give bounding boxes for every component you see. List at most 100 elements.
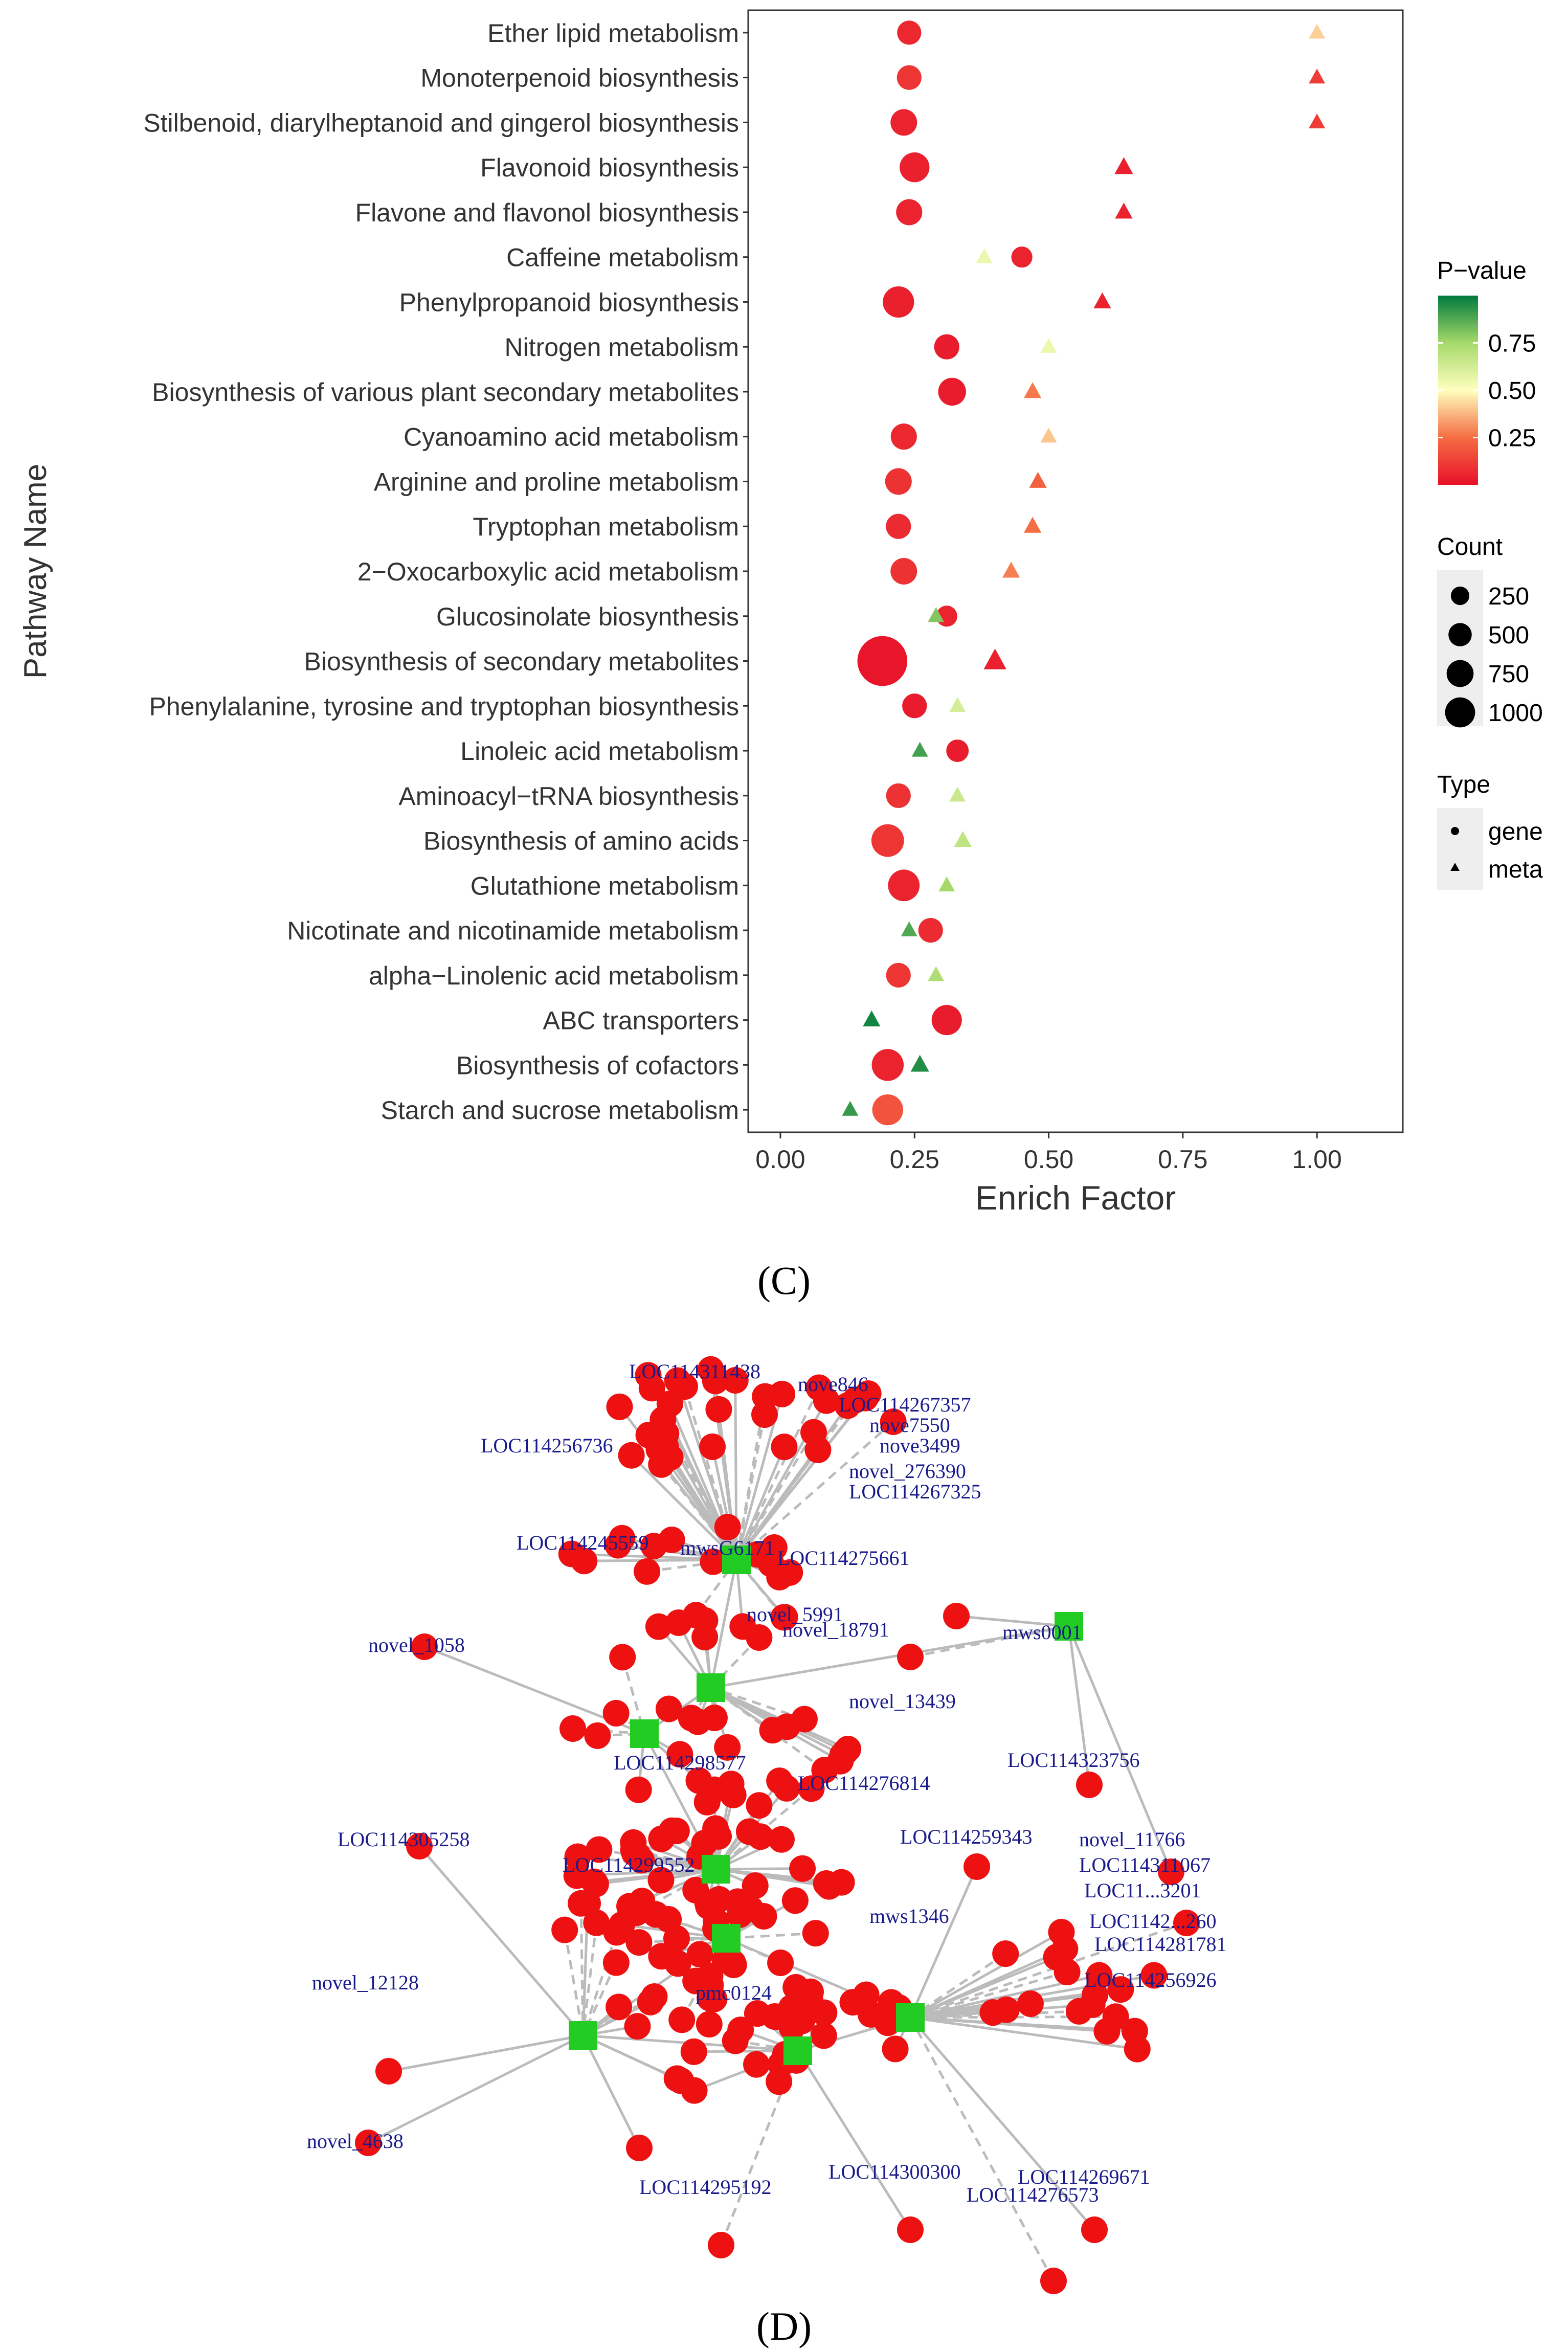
- gene-node: [718, 1771, 745, 1798]
- gene-node: [805, 1374, 833, 1401]
- network-node-label: LOC114311438: [629, 1360, 760, 1383]
- network-edge: [418, 1845, 584, 2036]
- metabolite-node: [1055, 1612, 1083, 1641]
- gene-node: [1043, 1943, 1070, 1970]
- network-node-label: novel_1058: [368, 1633, 465, 1656]
- network-edge: [910, 1956, 1057, 2019]
- network-node-label: LOC114298577: [614, 1751, 746, 1774]
- metabolite-node: [783, 2036, 812, 2065]
- network-edge: [909, 1953, 1006, 2019]
- gene-node: [722, 1367, 749, 1394]
- gene-node: [680, 2038, 707, 2065]
- gene-node: [724, 1888, 751, 1915]
- gene-node: [700, 1548, 727, 1575]
- y-axis-ticks: [743, 32, 748, 1111]
- gene-node: [620, 1836, 647, 1864]
- gene-node: [625, 1929, 653, 1956]
- x-axis-title: Enrich Factor: [975, 1179, 1176, 1217]
- network-edge: [909, 1866, 978, 2019]
- gene-node: [586, 1836, 613, 1863]
- gene-node: [559, 1715, 586, 1742]
- gene-node: [606, 1993, 633, 2021]
- gene-node: [1081, 2216, 1108, 2243]
- network-edge: [910, 2016, 1138, 2051]
- gene-point: [890, 558, 917, 585]
- network-node-label: LOC114295192: [639, 2176, 772, 2199]
- data-points: [842, 20, 1326, 1126]
- y-tick-label: Aminoacyl−tRNA biosynthesis: [398, 782, 739, 811]
- plot-panel: [747, 9, 1404, 1133]
- metabolite-node: [722, 1545, 751, 1574]
- pvalue-legend-title: P−value: [1437, 257, 1527, 284]
- gene-node: [798, 1775, 825, 1802]
- legend: P−value 0.75 0.50 0.25 Count 250 500 750 1000…: [1437, 257, 1543, 890]
- gene-node: [813, 1870, 840, 1897]
- gene-node: [655, 1695, 682, 1722]
- gene-node: [634, 1558, 661, 1585]
- network-edge: [669, 1457, 738, 1561]
- gene-node: [602, 1699, 630, 1727]
- y-tick-label: Biosynthesis of various plant secondary …: [152, 378, 739, 407]
- gene-node: [708, 2232, 734, 2258]
- y-tick-label: Arginine and proline metabolism: [374, 467, 739, 496]
- gene-point: [1011, 247, 1033, 268]
- gene-node: [551, 1916, 578, 1943]
- network-edge: [735, 1396, 767, 1560]
- network-node-label: novel_11766: [1079, 1828, 1185, 1851]
- gene-node: [665, 1609, 692, 1636]
- gene-node: [375, 2058, 402, 2085]
- network-edge: [581, 2034, 641, 2149]
- gene-node: [624, 2013, 651, 2040]
- network-labels: LOC114311438nove846LOC114267357nove7550n…: [307, 1360, 1227, 2206]
- meta-point: [1114, 157, 1133, 174]
- gene-node: [666, 1741, 693, 1768]
- network-edge: [695, 1559, 738, 1616]
- network-edge: [796, 2050, 912, 2231]
- gene-node: [1121, 2018, 1148, 2045]
- meta-point: [1023, 517, 1042, 533]
- gene-node: [979, 1999, 1006, 2026]
- type-legend-gene-label: gene: [1488, 818, 1543, 845]
- count-legend-label: 250: [1488, 583, 1529, 610]
- panel-c-label: (C): [757, 1258, 811, 1303]
- network-edge: [563, 1930, 585, 2036]
- gene-node: [705, 1823, 732, 1850]
- gene-node: [648, 1825, 675, 1852]
- network-edge: [581, 1932, 618, 2036]
- network-edge: [1067, 1626, 1091, 1785]
- gene-node: [571, 1548, 598, 1575]
- gene-node: [657, 1444, 684, 1471]
- y-axis-labels: Ether lipid metabolism Monoterpenoid bios…: [143, 19, 739, 1125]
- count-legend-label: 750: [1488, 661, 1529, 688]
- x-axis-ticks: 0.00 0.25 0.50 0.75 1.00: [755, 1132, 1342, 1174]
- gene-node: [655, 1906, 682, 1933]
- count-legend-marker: [1446, 660, 1474, 687]
- gene-node: [743, 2051, 770, 2078]
- meta-point: [949, 787, 966, 802]
- network-node-label: LOC11...3201: [1084, 1879, 1201, 1902]
- gene-node: [1107, 1976, 1134, 2003]
- gene-point: [872, 1094, 904, 1126]
- gene-node: [699, 1433, 726, 1460]
- network-node-label: LOC114256926: [1084, 1968, 1217, 1991]
- x-tick-label: 0.75: [1158, 1145, 1207, 1174]
- y-tick-label: Stilbenoid, diarylheptanoid and gingerol…: [143, 108, 739, 137]
- network-nodes: [355, 1356, 1200, 2294]
- network-node-label: mwsG6171: [680, 1536, 774, 1559]
- meta-point: [1040, 338, 1057, 353]
- network-node-label: LOC114245559: [517, 1531, 649, 1554]
- gene-point: [890, 423, 917, 450]
- pvalue-legend-ticks: 0.75 0.50 0.25: [1438, 330, 1536, 452]
- count-legend-label: 1000: [1488, 700, 1543, 727]
- gene-node: [1158, 1858, 1184, 1885]
- network-node-label: pmc0124: [696, 1981, 772, 2004]
- gene-node: [781, 1887, 809, 1914]
- meta-point: [976, 248, 993, 263]
- network-edge: [735, 1387, 820, 1561]
- network-node-label: mws0001: [1002, 1621, 1082, 1644]
- gene-node: [697, 1356, 724, 1383]
- gene-node: [964, 1853, 990, 1880]
- panel-d-label: (D): [756, 2304, 812, 2348]
- network-edge: [909, 1931, 1062, 2019]
- gene-point: [900, 152, 930, 183]
